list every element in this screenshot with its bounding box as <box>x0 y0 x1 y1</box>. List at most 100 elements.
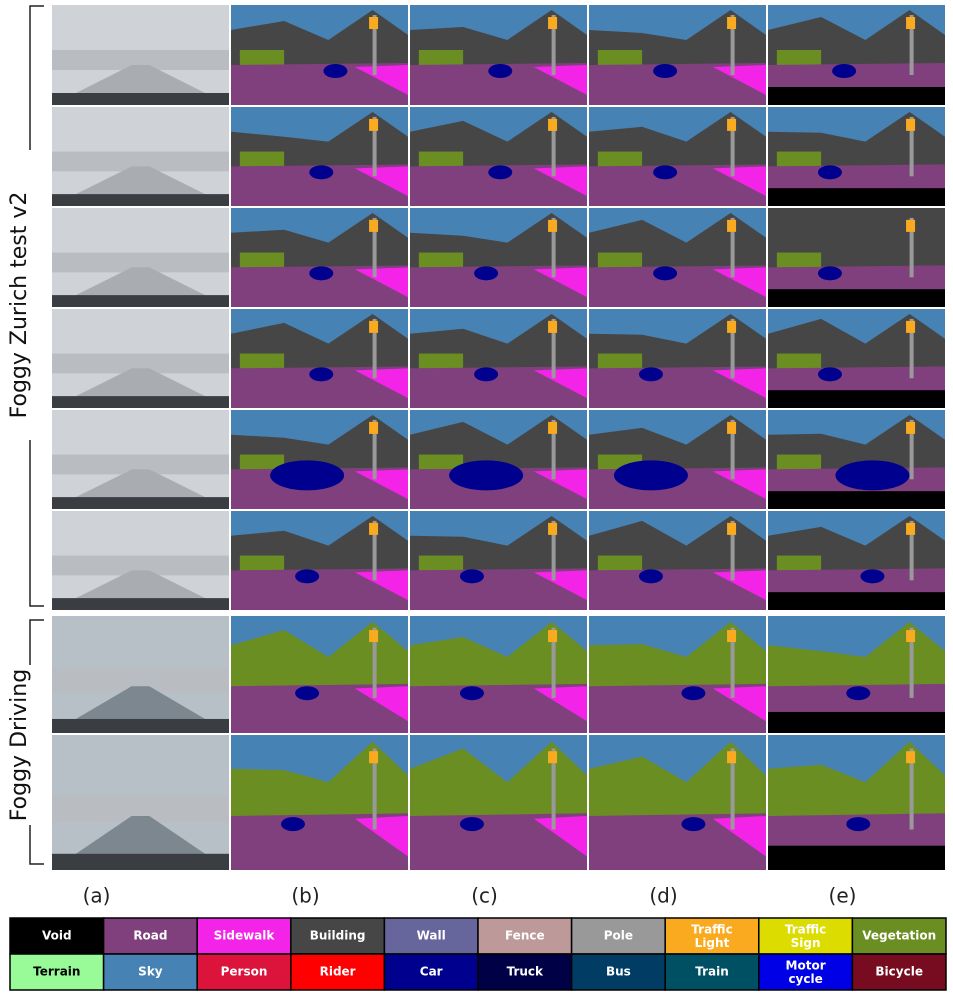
legend-item: Fence <box>477 917 573 955</box>
legend-item: Truck <box>477 953 573 991</box>
group-label: Foggy Zurich test v2 <box>7 192 32 419</box>
image-cell <box>410 208 587 307</box>
seg-road <box>410 63 587 105</box>
legend-item: Road <box>102 917 198 955</box>
legend-label: Rider <box>320 965 356 979</box>
seg-light <box>369 17 379 29</box>
seg-car <box>459 569 484 584</box>
seg-vegetation <box>418 668 464 687</box>
legend-label: Traffic Sign <box>785 922 826 950</box>
image-cell <box>589 208 766 307</box>
seg-road <box>410 568 587 610</box>
seg-light <box>548 630 558 643</box>
seg-road <box>231 366 408 408</box>
seg-pole <box>909 419 914 480</box>
seg-pole <box>730 627 735 698</box>
seg-sidewalk <box>533 65 587 95</box>
legend-item: Sidewalk <box>196 917 292 955</box>
photo-haze <box>52 353 229 374</box>
seg-pole <box>551 318 556 379</box>
legend-item: Car <box>383 953 479 991</box>
seg-light <box>906 17 916 29</box>
legend-label: Bus <box>606 965 631 979</box>
seg-light <box>906 320 916 333</box>
seg-vegetation <box>776 668 822 687</box>
image-cell <box>410 107 587 206</box>
seg-vegetation <box>597 151 643 167</box>
seg-light <box>727 522 737 535</box>
seg-car <box>846 686 871 701</box>
seg-vegetation <box>597 353 643 369</box>
seg-light <box>727 320 737 333</box>
seg-road <box>410 813 587 870</box>
legend-swatch <box>383 953 479 991</box>
seg-vegetation <box>239 151 285 167</box>
seg-car <box>613 460 688 491</box>
image-cell <box>768 511 945 610</box>
seg-sidewalk <box>354 816 408 857</box>
legend-swatch <box>570 917 666 955</box>
seg-light <box>369 320 379 333</box>
seg-light <box>906 118 916 131</box>
seg-road <box>589 568 766 610</box>
seg-car <box>309 266 334 281</box>
seg-vegetation <box>597 668 643 687</box>
seg-sidewalk <box>354 166 408 197</box>
seg-pole <box>551 116 556 177</box>
legend-item: Train <box>664 953 760 991</box>
legend-label: Car <box>420 965 443 979</box>
legend-swatch <box>570 953 666 991</box>
seg-pole <box>372 419 377 480</box>
seg-car <box>295 686 320 701</box>
legend-label: Road <box>133 929 167 943</box>
seg-void <box>768 289 945 307</box>
legend-swatch <box>851 953 947 991</box>
column-label: (e) <box>829 884 857 908</box>
seg-sidewalk <box>712 65 766 95</box>
image-cell <box>231 107 408 206</box>
seg-pole <box>372 748 377 830</box>
seg-car <box>309 367 334 382</box>
seg-light <box>548 320 558 333</box>
seg-sidewalk <box>533 368 587 399</box>
seg-pole <box>551 419 556 480</box>
legend-item: Building <box>290 917 386 955</box>
seg-vegetation <box>597 50 643 65</box>
seg-light <box>727 751 737 764</box>
photo-dash <box>52 718 229 733</box>
seg-vegetation <box>776 50 822 65</box>
seg-pole <box>909 318 914 379</box>
seg-vegetation <box>418 252 464 268</box>
image-cell <box>410 410 587 509</box>
column-label: (a) <box>83 884 111 908</box>
seg-pole <box>730 217 735 278</box>
seg-car <box>309 165 334 180</box>
seg-car <box>459 686 484 701</box>
photo-haze <box>52 50 229 70</box>
legend-label: Sidewalk <box>214 929 276 943</box>
image-cell <box>231 309 408 408</box>
seg-vegetation <box>239 50 285 65</box>
seg-car <box>653 165 678 180</box>
seg-vegetation <box>418 795 464 816</box>
image-cell <box>231 735 408 870</box>
seg-sidewalk <box>533 166 587 197</box>
seg-car <box>295 569 320 584</box>
seg-road <box>410 164 587 206</box>
seg-light <box>727 630 737 643</box>
seg-pole <box>551 627 556 698</box>
legend-swatch <box>758 953 854 991</box>
seg-sidewalk <box>354 469 408 500</box>
seg-void <box>768 845 945 870</box>
seg-pole <box>372 116 377 177</box>
image-cell <box>52 208 229 307</box>
seg-pole <box>909 748 914 830</box>
image-cell <box>768 735 945 870</box>
legend-label: Wall <box>417 929 446 943</box>
seg-pole <box>372 520 377 581</box>
seg-road <box>231 813 408 870</box>
seg-vegetation <box>239 353 285 369</box>
seg-car <box>832 64 857 78</box>
seg-vegetation <box>776 252 822 268</box>
photo-dash <box>52 93 229 105</box>
